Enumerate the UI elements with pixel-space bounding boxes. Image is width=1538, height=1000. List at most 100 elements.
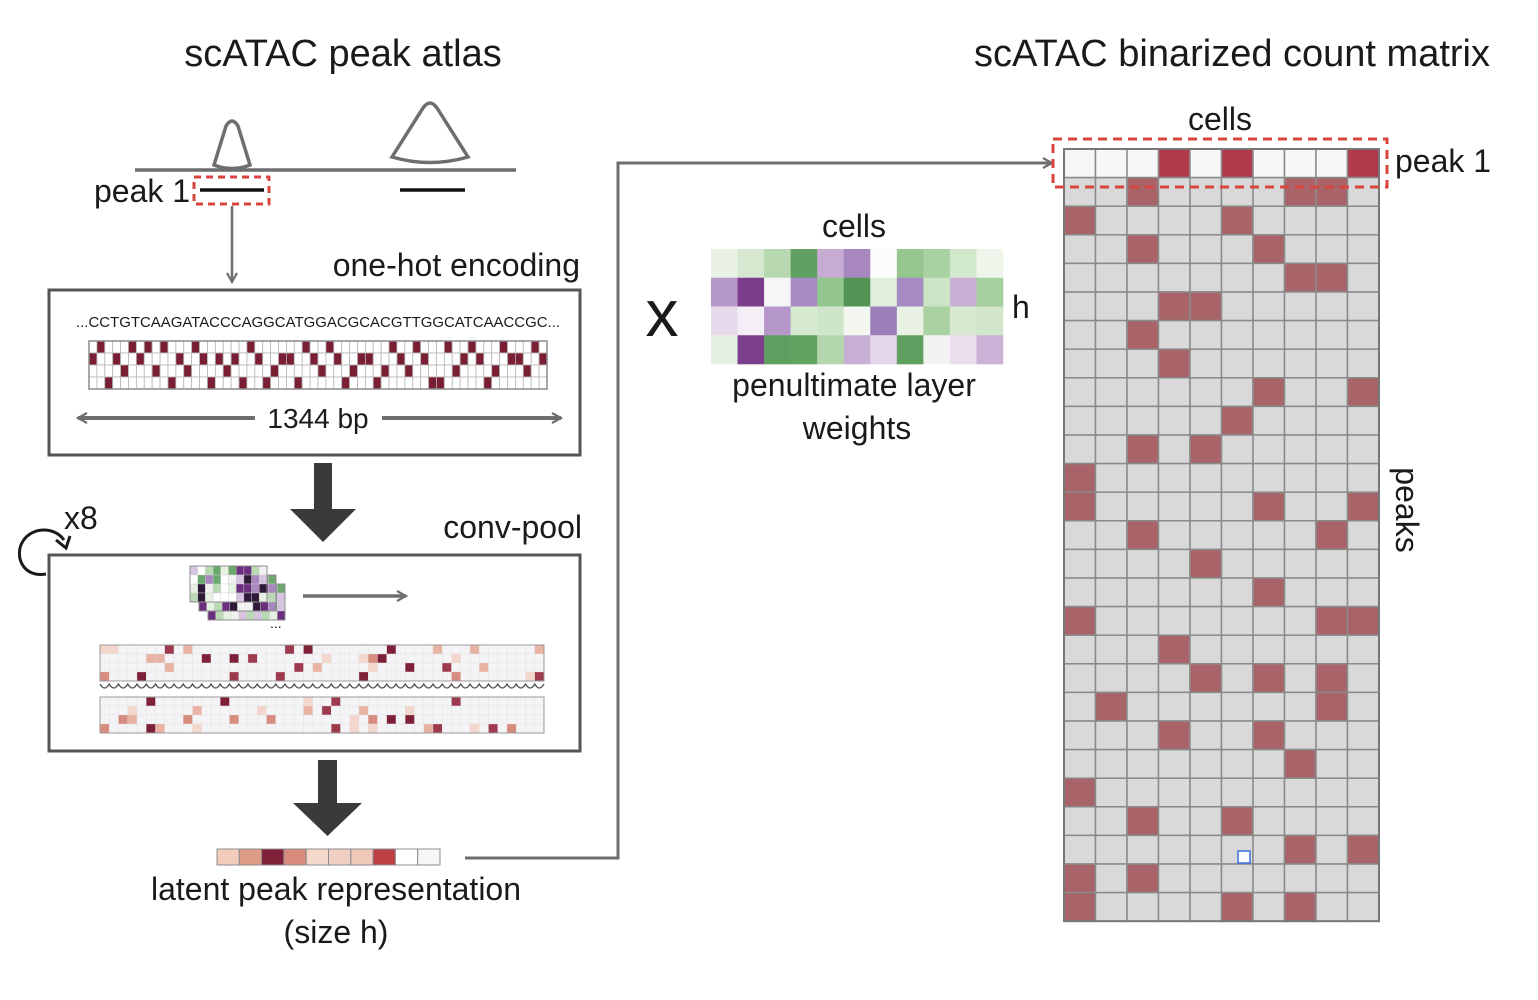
onehot-cell (396, 364, 406, 378)
latent-cell (216, 848, 240, 866)
selection-handle[interactable] (1237, 850, 1251, 864)
activation-cell (247, 723, 258, 734)
matrix-cell (1063, 720, 1097, 751)
weights-h-label: h (1012, 289, 1030, 325)
onehot-cell (183, 376, 193, 390)
activation-cell (146, 723, 156, 734)
onehot-cell (222, 340, 232, 354)
activation-cell (321, 644, 332, 655)
activation-cell (99, 671, 110, 682)
onehot-filled-cell (88, 352, 98, 366)
activation-cell (229, 662, 239, 673)
matrix-cell (1157, 319, 1191, 350)
matrix-cell (1315, 834, 1349, 865)
matrix-cell (1157, 691, 1191, 722)
onehot-cell (191, 376, 200, 390)
peak1-cell (1283, 148, 1317, 179)
onehot-cell (459, 340, 469, 354)
activation-cell (284, 696, 295, 707)
onehot-cell (238, 364, 248, 378)
matrix-accessible-cell (1346, 605, 1380, 636)
matrix-cell (1346, 176, 1380, 207)
onehot-cell (246, 364, 256, 378)
activation-cell (201, 696, 212, 707)
matrix-cell (1094, 291, 1128, 322)
activation-cell (368, 714, 378, 725)
weight-cell (711, 306, 738, 336)
activation-cell (173, 653, 184, 664)
filter-cell (259, 565, 268, 576)
activation-cell (488, 653, 498, 664)
onehot-filled-cell (286, 352, 295, 366)
weight-cell (976, 249, 1004, 279)
filter-cell (238, 610, 247, 621)
onehot-cell (270, 340, 279, 354)
activation-cell (479, 671, 489, 682)
activation-cell (368, 671, 378, 682)
activation-cell (321, 696, 332, 707)
weight-cell (817, 335, 845, 365)
matrix-accessible-cell (1283, 834, 1317, 865)
activation-cell (469, 723, 480, 734)
onehot-section: one-hot encoding ...CCTGTCAAGATACCCAGGCA… (47, 247, 582, 457)
activation-cell (479, 644, 489, 655)
activation-cell (136, 714, 147, 725)
matrix-accessible-cell (1157, 720, 1191, 751)
matrix-cell (1126, 663, 1160, 694)
weight-cell (870, 335, 898, 365)
activation-cell (525, 723, 535, 734)
activation-cell (164, 714, 175, 725)
activation-cell (479, 723, 489, 734)
dna-sequence: ...CCTGTCAAGATACCCAGGCATGGACGCACGTTGGCAT… (76, 314, 560, 331)
matrix-cell (1189, 748, 1223, 779)
activation-cell (442, 723, 452, 734)
onehot-cell (151, 352, 161, 366)
activation-cell (173, 662, 184, 673)
onehot-filled-cell (325, 340, 335, 354)
activation-cell (331, 723, 341, 734)
onehot-cell (246, 376, 256, 390)
matrix-cell (1252, 748, 1286, 779)
matrix-cell (1346, 691, 1380, 722)
activation-cell (173, 714, 184, 725)
matrix-cell (1063, 291, 1097, 322)
activation-cell (136, 653, 147, 664)
matrix-accessible-cell (1252, 491, 1286, 522)
matrix-cell (1283, 234, 1317, 265)
onehot-filled-cell (270, 364, 279, 378)
activation-cell (451, 671, 461, 682)
onehot-filled-cell (135, 352, 145, 366)
matrix-cell (1252, 434, 1286, 465)
onehot-filled-cell (143, 340, 153, 354)
activation-cell (192, 714, 202, 725)
onehot-cell (530, 364, 540, 378)
activation-cell (312, 671, 323, 682)
activation-cell (460, 671, 471, 682)
latent-cell (350, 848, 374, 866)
onehot-cell (451, 340, 461, 354)
activation-cell (210, 644, 221, 655)
filter-cell (277, 583, 286, 594)
matrix-cell (1346, 234, 1380, 265)
matrix-cell (1094, 863, 1128, 894)
onehot-cell (499, 364, 508, 378)
activation-cell (488, 723, 498, 734)
activation-cell (303, 644, 313, 655)
matrix-cell (1220, 634, 1254, 665)
matrix-cell (1346, 262, 1380, 293)
onehot-filled-cell (159, 340, 169, 354)
matrix-accessible-cell (1157, 291, 1191, 322)
activation-cell (155, 653, 165, 664)
weight-cell (923, 306, 951, 336)
activation-cell (358, 653, 369, 664)
matrix-accessible-cell (1252, 577, 1286, 608)
activation-cell (358, 671, 369, 682)
activation-cell (127, 662, 138, 673)
activation-cell (534, 671, 545, 682)
filter-cell (228, 565, 237, 576)
onehot-cell (443, 376, 453, 390)
activation-cell (377, 696, 387, 707)
matrix-accessible-cell (1063, 605, 1097, 636)
matrix-cell (1126, 348, 1160, 379)
onehot-cell (175, 364, 185, 378)
